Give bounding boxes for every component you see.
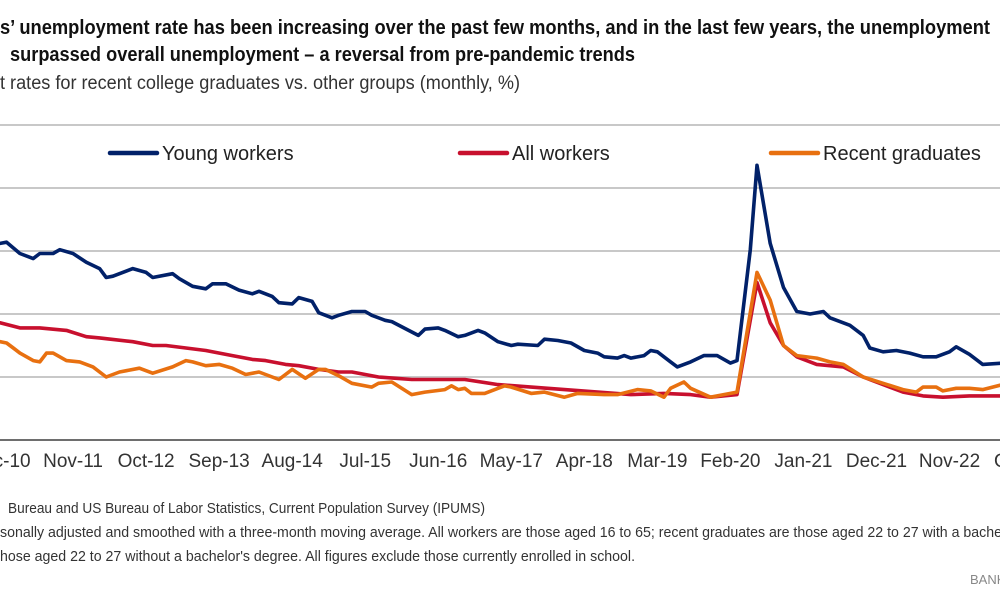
x-tick-label: Mar-19 <box>627 451 687 472</box>
gridlines <box>0 124 1000 441</box>
chart-title-line-2: surpassed overall unemployment – a rever… <box>10 44 635 66</box>
series-line-recent-graduates <box>0 270 1000 399</box>
chart-title-line-1: s’ unemployment rate has been increasing… <box>0 17 990 39</box>
series-lines <box>0 163 1000 399</box>
legend-item-all-workers: All workers <box>457 143 610 165</box>
x-tick-label: May-17 <box>480 451 543 472</box>
x-tick-label: Dec-21 <box>846 451 907 472</box>
brand-logo-text: BANK <box>970 572 1000 587</box>
legend: Young workers All workers Recent graduat… <box>107 143 981 165</box>
series-line-all-workers <box>0 280 1000 399</box>
legend-label-all-workers: All workers <box>512 143 610 165</box>
chart-subtitle: t rates for recent college graduates vs.… <box>0 73 520 94</box>
x-tick-label: Jul-15 <box>339 451 391 472</box>
source-note: Bureau and US Bureau of Labor Statistics… <box>8 500 485 517</box>
x-tick-label: Aug-14 <box>262 451 324 472</box>
x-tick-label: Nov-11 <box>43 451 103 472</box>
x-tick-label: Jan-21 <box>774 451 832 472</box>
legend-item-young-workers: Young workers <box>107 143 294 165</box>
x-axis-labels: Dec-10 Nov-11 Oct-12 Sep-13 Aug-14 Jul-15 Jun-… <box>0 451 1000 472</box>
x-tick-label: Sep-13 <box>188 451 249 472</box>
x-tick-label: Feb-20 <box>700 451 760 472</box>
x-tick-label: Oct-23 <box>994 451 1000 472</box>
legend-label-young-workers: Young workers <box>162 143 294 165</box>
x-tick-label: Oct-12 <box>118 451 175 472</box>
x-tick-label: Nov-22 <box>919 451 980 472</box>
x-tick-label: Dec-10 <box>0 451 31 472</box>
legend-label-recent-graduates: Recent graduates <box>823 143 981 165</box>
footnote-line-2: hose aged 22 to 27 without a bachelor's … <box>0 548 635 565</box>
footnote-line-1: sonally adjusted and smoothed with a thr… <box>0 524 1000 541</box>
x-tick-label: Jun-16 <box>409 451 467 472</box>
series-line-young-workers <box>0 163 1000 369</box>
x-tick-label: Apr-18 <box>556 451 613 472</box>
legend-item-recent-graduates: Recent graduates <box>768 143 981 165</box>
